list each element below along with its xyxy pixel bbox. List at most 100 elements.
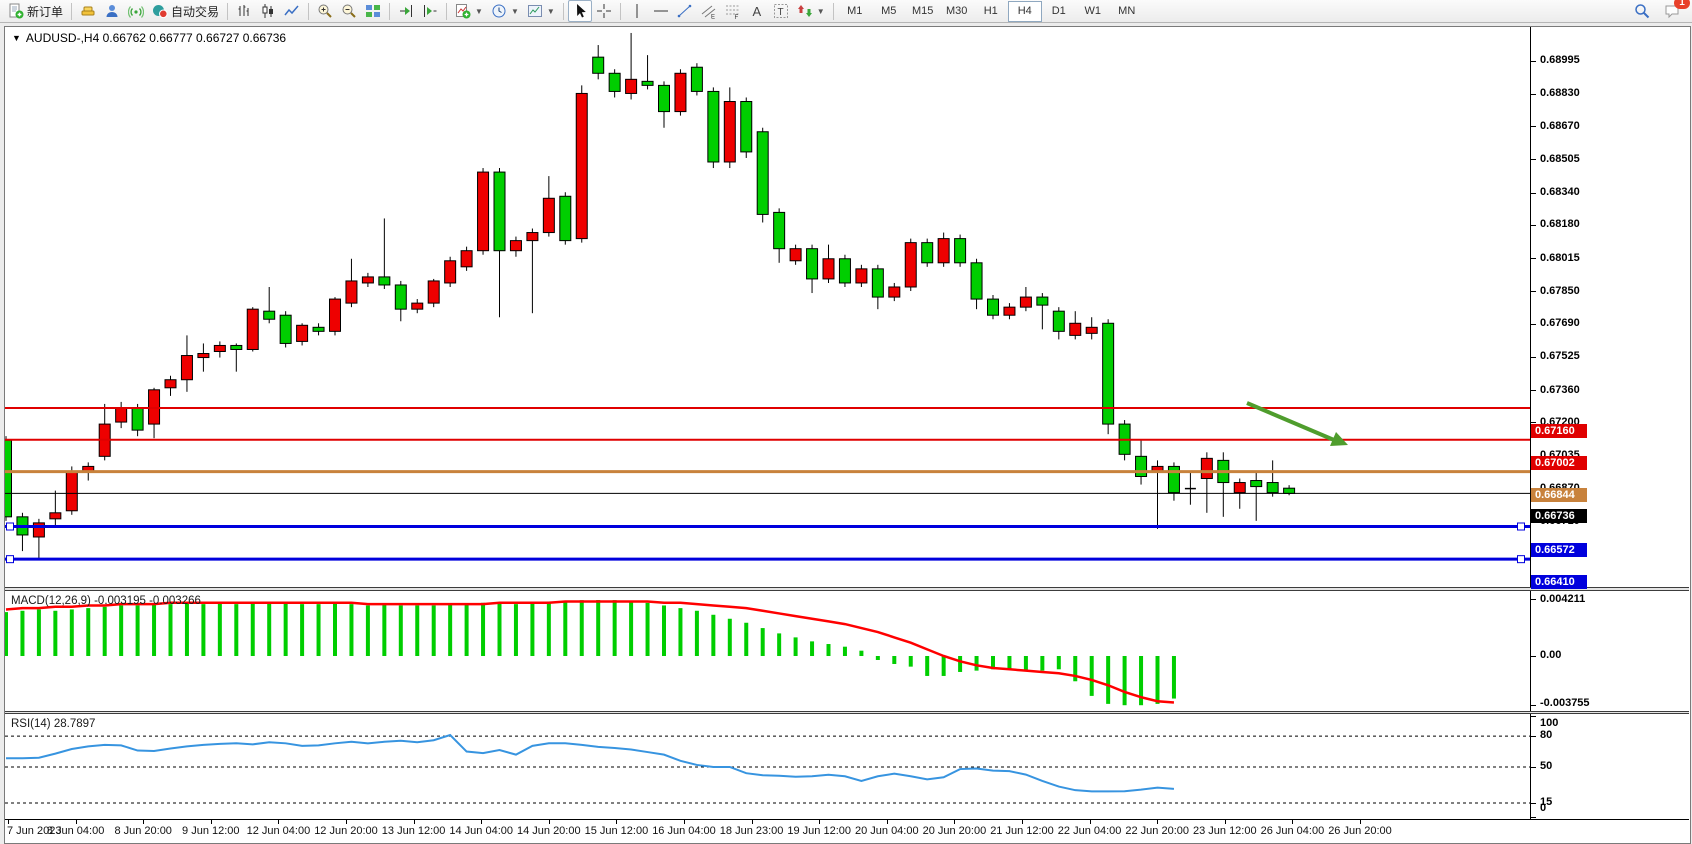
axis-tick: [1531, 60, 1536, 62]
time-tick: [616, 820, 618, 824]
fibonacci-button[interactable]: [721, 0, 745, 22]
time-axis[interactable]: 7 Jun 2023 8 Jun 04:00 8 Jun 20:00 9 Jun 12…: [5, 819, 1689, 841]
macd-histogram-bar: [5, 612, 8, 656]
line-handle[interactable]: [6, 555, 14, 564]
price-tag-0.67002: 0.67002: [1531, 455, 1587, 470]
signal-button[interactable]: [124, 0, 148, 22]
text-button[interactable]: [745, 0, 769, 22]
trendline-icon: [677, 3, 693, 19]
rsi-line: [6, 733, 1175, 793]
macd-axis[interactable]: 0.004211 0.00 -0.003755: [1530, 591, 1689, 711]
timeframe-mn[interactable]: MN: [1118, 4, 1136, 17]
timeframe-m1[interactable]: M1: [847, 4, 863, 17]
macd-histogram-bar: [629, 601, 634, 656]
chart-shift-button[interactable]: [418, 0, 442, 22]
text-label-button[interactable]: [769, 0, 793, 22]
cursor-button[interactable]: [567, 0, 592, 22]
candle: [65, 471, 78, 512]
macd-histogram-bar: [859, 650, 864, 656]
macd-tick-label: 0.004211: [1540, 593, 1586, 605]
price-axis[interactable]: 0.68995 0.68830 0.68670 0.68505 0.68340 0.681…: [1530, 27, 1689, 590]
macd-histogram-bar: [497, 602, 502, 656]
candle: [509, 240, 522, 252]
timeframe-d1[interactable]: D1: [1051, 4, 1066, 17]
gold-button[interactable]: [76, 0, 100, 22]
bar-chart-button[interactable]: [232, 0, 256, 22]
axis-tick: [1531, 422, 1536, 424]
pane-splitter[interactable]: [5, 587, 1689, 591]
timeframe-h1[interactable]: H1: [983, 4, 998, 17]
main-toolbar: 新订单 自动交易 ▼ ▼ ▼ ▼: [0, 0, 1692, 23]
horizontal-line-button[interactable]: [649, 0, 673, 22]
candle: [460, 250, 473, 268]
timeframe-m5[interactable]: M5: [881, 4, 897, 17]
axis-tick: [1531, 291, 1536, 293]
candlestick-chart-button[interactable]: [256, 0, 280, 22]
time-tick-label: 16 Jun 04:00: [652, 825, 716, 837]
macd-signal-value: -0.003266: [149, 595, 201, 607]
time-tick-label: 20 Jun 04:00: [854, 825, 919, 837]
line-chart-button[interactable]: [280, 0, 304, 22]
candle: [164, 379, 177, 389]
toolbar-separator: [227, 2, 229, 20]
rsi-pane[interactable]: [5, 714, 1530, 819]
vertical-line-button[interactable]: [625, 0, 649, 22]
chart-shift-icon: [422, 3, 438, 19]
rsi-axis[interactable]: 100 80 50 15 0: [1530, 714, 1689, 819]
trend-arrow-line[interactable]: [1246, 401, 1335, 442]
candle: [575, 92, 588, 240]
new-order-button[interactable]: 新订单: [4, 0, 67, 22]
macd-histogram-bar: [234, 604, 239, 656]
periods-button[interactable]: ▼: [487, 0, 523, 22]
macd-histogram-bar: [217, 602, 222, 656]
macd-histogram-bar: [563, 601, 568, 656]
auto-trading-button[interactable]: 自动交易: [148, 0, 223, 22]
symbol-dropdown-icon[interactable]: ▼: [12, 33, 21, 43]
time-tick-label: 14 Jun 20:00: [516, 825, 581, 837]
indicators-button[interactable]: ▼: [451, 0, 487, 22]
line-handle[interactable]: [1517, 522, 1525, 531]
bar-chart-icon: [236, 3, 252, 19]
timeframe-h4[interactable]: H4: [1007, 0, 1042, 22]
candle: [1233, 482, 1246, 494]
candle: [756, 131, 769, 215]
macd-histogram-bar: [875, 656, 880, 660]
tile-windows-button[interactable]: [361, 0, 385, 22]
auto-scroll-button[interactable]: [394, 0, 418, 22]
templates-button[interactable]: ▼: [523, 0, 559, 22]
trendline-button[interactable]: [673, 0, 697, 22]
candle: [1250, 480, 1263, 488]
trend-arrow-head[interactable]: [1330, 432, 1348, 446]
candle: [526, 232, 539, 242]
timeframe-w1[interactable]: W1: [1084, 4, 1101, 17]
zoom-out-button[interactable]: [337, 0, 361, 22]
line-handle[interactable]: [1517, 555, 1525, 564]
arrows-button[interactable]: ▼: [793, 0, 829, 22]
axis-tick: [1531, 93, 1536, 95]
zoom-in-button[interactable]: [313, 0, 337, 22]
price-chart-pane[interactable]: [5, 27, 1530, 588]
macd-pane[interactable]: [5, 591, 1530, 712]
candle: [131, 407, 144, 431]
line-handle[interactable]: [6, 522, 14, 531]
timeframe-m30[interactable]: M30: [946, 4, 968, 17]
vertical-line-icon: [629, 3, 645, 19]
auto-trading-label: 自动交易: [171, 4, 220, 19]
macd-histogram-bar: [1106, 656, 1111, 704]
notifications-button[interactable]: 1: [1660, 0, 1690, 22]
macd-histogram-bar: [513, 604, 518, 656]
candle: [1085, 326, 1098, 334]
profile-button[interactable]: [100, 0, 124, 22]
macd-histogram-bar: [1023, 656, 1028, 671]
macd-histogram-bar: [892, 656, 897, 664]
macd-histogram-bar: [20, 610, 25, 656]
price-tick-label: 0.68180: [1540, 218, 1580, 231]
pane-splitter[interactable]: [5, 711, 1689, 714]
price-tick-label: 0.67690: [1540, 317, 1580, 330]
timeframe-m15[interactable]: M15: [912, 4, 934, 17]
equidistant-channel-button[interactable]: [697, 0, 721, 22]
candle: [213, 344, 226, 353]
candle: [345, 280, 358, 304]
search-button[interactable]: [1630, 0, 1654, 22]
crosshair-button[interactable]: [592, 0, 616, 22]
